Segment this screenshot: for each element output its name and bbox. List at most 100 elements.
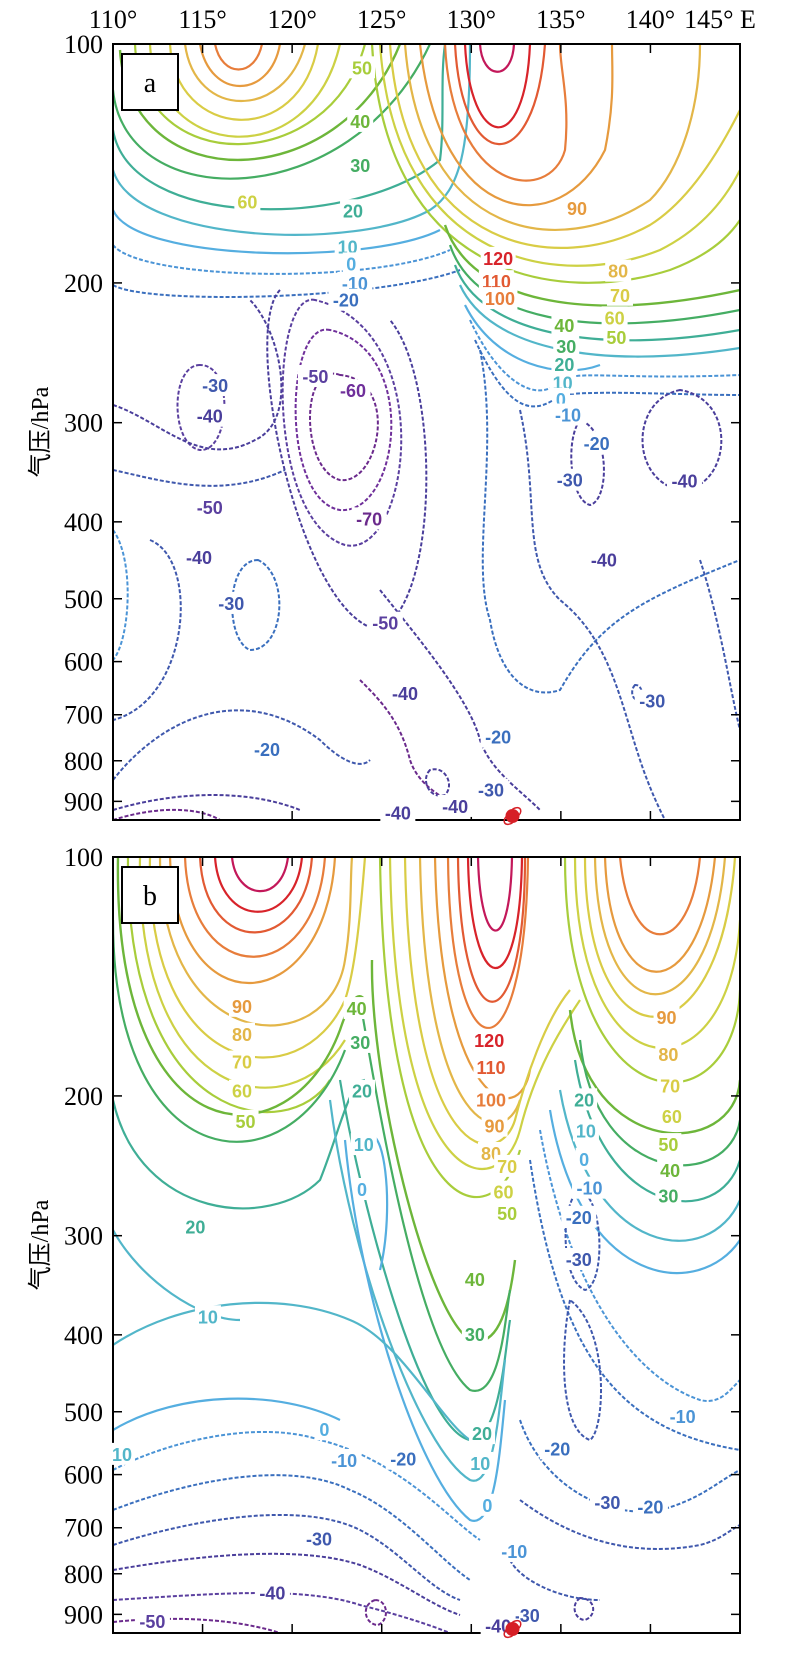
contour-label-bg: [192, 404, 228, 427]
contour-label-bg: [575, 1147, 593, 1170]
contour-line: [443, 44, 568, 182]
contour-label: 10: [470, 1454, 490, 1474]
contour-label: -70: [356, 509, 382, 529]
y-tick-label: 100: [64, 30, 103, 59]
contour-label-bg: [385, 1447, 421, 1470]
contour-label-bg: [480, 725, 516, 748]
contour-label: 10: [354, 1135, 374, 1155]
contour-label-bg: [473, 1088, 509, 1111]
contour-line: [343, 1139, 507, 1522]
contour-label-bg: [328, 288, 364, 311]
contour-label-bg: [586, 548, 622, 571]
contour-line: [448, 244, 740, 325]
contour-label-bg: [347, 153, 374, 176]
contour-line: [456, 857, 527, 1003]
contour-label: -20: [390, 1450, 416, 1470]
contour-label-bg: [249, 737, 285, 760]
contour-label: -30: [594, 1493, 620, 1513]
contour-label: -10: [670, 1407, 696, 1427]
contour-label: 50: [606, 328, 626, 348]
contour-label-bg: [561, 1205, 597, 1228]
panel-a-letter-box: [121, 53, 179, 111]
contour-line: [113, 919, 347, 1143]
contour-label-bg: [657, 1159, 684, 1182]
panel-b-ticks: [112, 856, 741, 1633]
contour-line: [113, 44, 472, 236]
contour-label-bg: [655, 1133, 682, 1156]
contour-label-bg: [494, 1202, 521, 1225]
panel-a-contours: [113, 44, 740, 820]
contour-label: 70: [232, 1053, 252, 1073]
x-tick-label: 120°: [267, 5, 316, 34]
contour-label: 30: [350, 1033, 370, 1053]
contour-line: [478, 44, 516, 73]
contour-label-bg: [473, 778, 509, 801]
contour-label-bg: [605, 259, 632, 282]
contour-label: 90: [567, 199, 587, 219]
contour-line: [158, 857, 354, 1027]
contour-label: 120: [483, 249, 513, 269]
panel-b-y-tick-labels: 100 200 300 400 500 600 700 800 900: [64, 843, 103, 1629]
y-tick-label: 200: [64, 269, 103, 298]
contour-label-bg: [473, 1056, 509, 1079]
contour-label-bg: [182, 1215, 209, 1238]
contour-label-bg: [194, 1305, 221, 1328]
typhoon-symbol-arm: [512, 806, 522, 817]
contour-label-bg: [490, 1180, 517, 1203]
contour-label: 20: [343, 201, 363, 221]
contour-label-bg: [494, 1154, 521, 1177]
contour-label: 50: [658, 1135, 678, 1155]
contour-line: [113, 529, 129, 661]
contour-line: [464, 304, 601, 372]
contour-label-bg: [228, 1050, 255, 1073]
contour-label-bg: [351, 507, 387, 530]
contour-line: [370, 959, 517, 1343]
contour-line: [113, 299, 283, 451]
panel-b-y-axis-label: 气压/hPa: [27, 1199, 54, 1290]
contour-label-bg: [232, 1109, 259, 1132]
contour-label-bg: [572, 1176, 608, 1199]
contour-label: 20: [352, 1082, 372, 1102]
contour-label-bg: [254, 1581, 290, 1604]
contour-label: 0: [556, 390, 566, 410]
contour-label: -40: [591, 550, 617, 570]
contour-label: 40: [554, 316, 574, 336]
contour-line: [113, 269, 461, 298]
contour-label-bg: [461, 1322, 488, 1345]
contour-label: 30: [465, 1325, 485, 1345]
contour-line: [294, 328, 393, 512]
contour-label: 80: [232, 1025, 252, 1045]
contour-label-bg: [461, 1267, 488, 1290]
contour-label: 100: [485, 289, 515, 309]
contour-line: [213, 44, 264, 71]
y-tick-label: 700: [64, 701, 103, 730]
contour-label-bg: [481, 1114, 508, 1137]
contour-line: [476, 857, 514, 932]
contour-line: [403, 857, 571, 1146]
contour-line: [699, 559, 740, 731]
contour-label: -50: [302, 367, 328, 387]
typhoon-center-dot: [505, 809, 520, 823]
contour-label-bg: [342, 252, 360, 275]
panel-b-letter: b: [143, 881, 157, 912]
contour-line: [519, 409, 666, 820]
contour-line: [113, 469, 286, 487]
y-tick-label: 300: [64, 409, 103, 438]
contour-label-bg: [337, 271, 373, 294]
contour-label-bg: [666, 469, 702, 492]
contour-label-bg: [301, 1527, 337, 1550]
contour-label-bg: [482, 287, 518, 310]
contour-line: [358, 999, 512, 1392]
contour-label: -40: [197, 407, 223, 427]
contour-label-bg: [634, 689, 670, 712]
contour-line: [425, 768, 450, 797]
contour-label: -40: [385, 803, 411, 823]
contour-line: [113, 1552, 461, 1616]
contour-label-bg: [606, 283, 633, 306]
y-tick-label: 400: [64, 508, 103, 537]
contour-label-bg: [572, 1119, 599, 1142]
contour-label: 120: [474, 1031, 504, 1051]
contour-label-bg: [657, 1074, 684, 1097]
contour-label: 90: [657, 1008, 677, 1028]
